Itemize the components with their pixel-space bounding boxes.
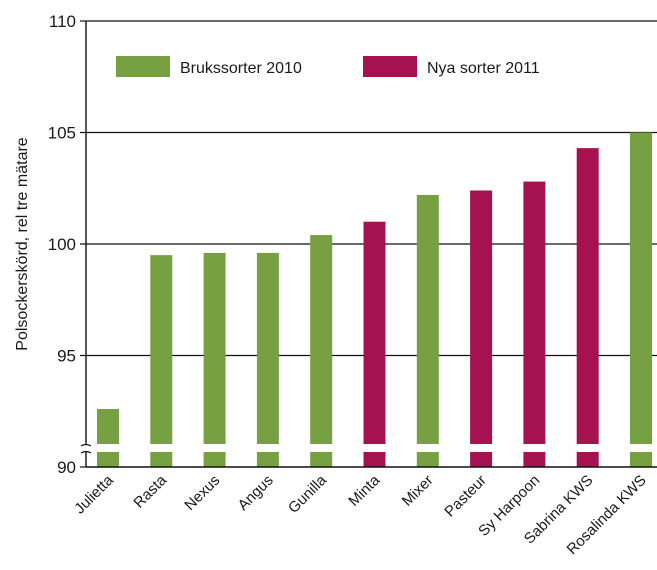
- axis-break-gap: [362, 444, 387, 452]
- x-tick-label: Gunilla: [285, 471, 331, 517]
- bar: [416, 194, 439, 467]
- legend-label: Nya sorter 2011: [427, 60, 540, 77]
- axis-break-gap: [309, 444, 334, 452]
- x-tick-label: Minta: [345, 471, 383, 509]
- bar: [310, 235, 333, 467]
- y-tick-label: 105: [48, 124, 76, 143]
- x-tick-label: Angus: [235, 472, 277, 514]
- x-tick-label: Pasteur: [441, 472, 490, 521]
- bar: [363, 221, 386, 467]
- x-tick-label: Julietta: [71, 471, 117, 517]
- bar: [523, 181, 546, 467]
- x-tick-label: Rasta: [130, 471, 170, 511]
- bar: [203, 252, 226, 467]
- axis-break-gap: [469, 444, 494, 452]
- axis-break-gap: [629, 444, 653, 452]
- axis-break-mark: [80, 443, 92, 447]
- axis-break: [82, 444, 90, 452]
- x-tick-labels: Julietta Rasta Nexus Angus Gunilla Minta Mixer…: [71, 471, 650, 558]
- axis-break-gap: [96, 444, 120, 452]
- axes: [80, 20, 657, 468]
- axis-break-gap: [575, 444, 600, 452]
- axis-break-gap: [255, 444, 280, 452]
- x-tick-label: Nexus: [181, 472, 223, 514]
- y-axis-title: Polsockerskörd, rel tre mätare: [14, 137, 31, 351]
- legend-swatch: [116, 56, 170, 77]
- y-tick-label: 90: [57, 458, 76, 477]
- legend-label: Brukssorter 2010: [180, 60, 302, 77]
- bar: [576, 148, 599, 468]
- axis-break-gap: [202, 444, 227, 452]
- bars: [96, 132, 653, 468]
- bar: [256, 252, 279, 467]
- y-tick-label: 100: [48, 235, 76, 254]
- bar: [97, 409, 119, 467]
- axis-break-gap: [415, 444, 440, 452]
- y-tick-label: 110: [49, 12, 76, 31]
- legend: Brukssorter 2010 Nya sorter 2011: [116, 56, 540, 77]
- y-tick-labels: 90 95 100 105 110: [48, 12, 76, 477]
- bar: [150, 255, 173, 467]
- axis-break-gap: [149, 444, 174, 452]
- bar: [470, 190, 493, 468]
- axis-break-mark: [80, 450, 92, 454]
- bar: [630, 132, 652, 467]
- axis-break-gap: [522, 444, 547, 452]
- x-tick-label: Mixer: [399, 472, 437, 510]
- legend-swatch: [363, 56, 417, 77]
- y-tick-label: 95: [57, 347, 76, 366]
